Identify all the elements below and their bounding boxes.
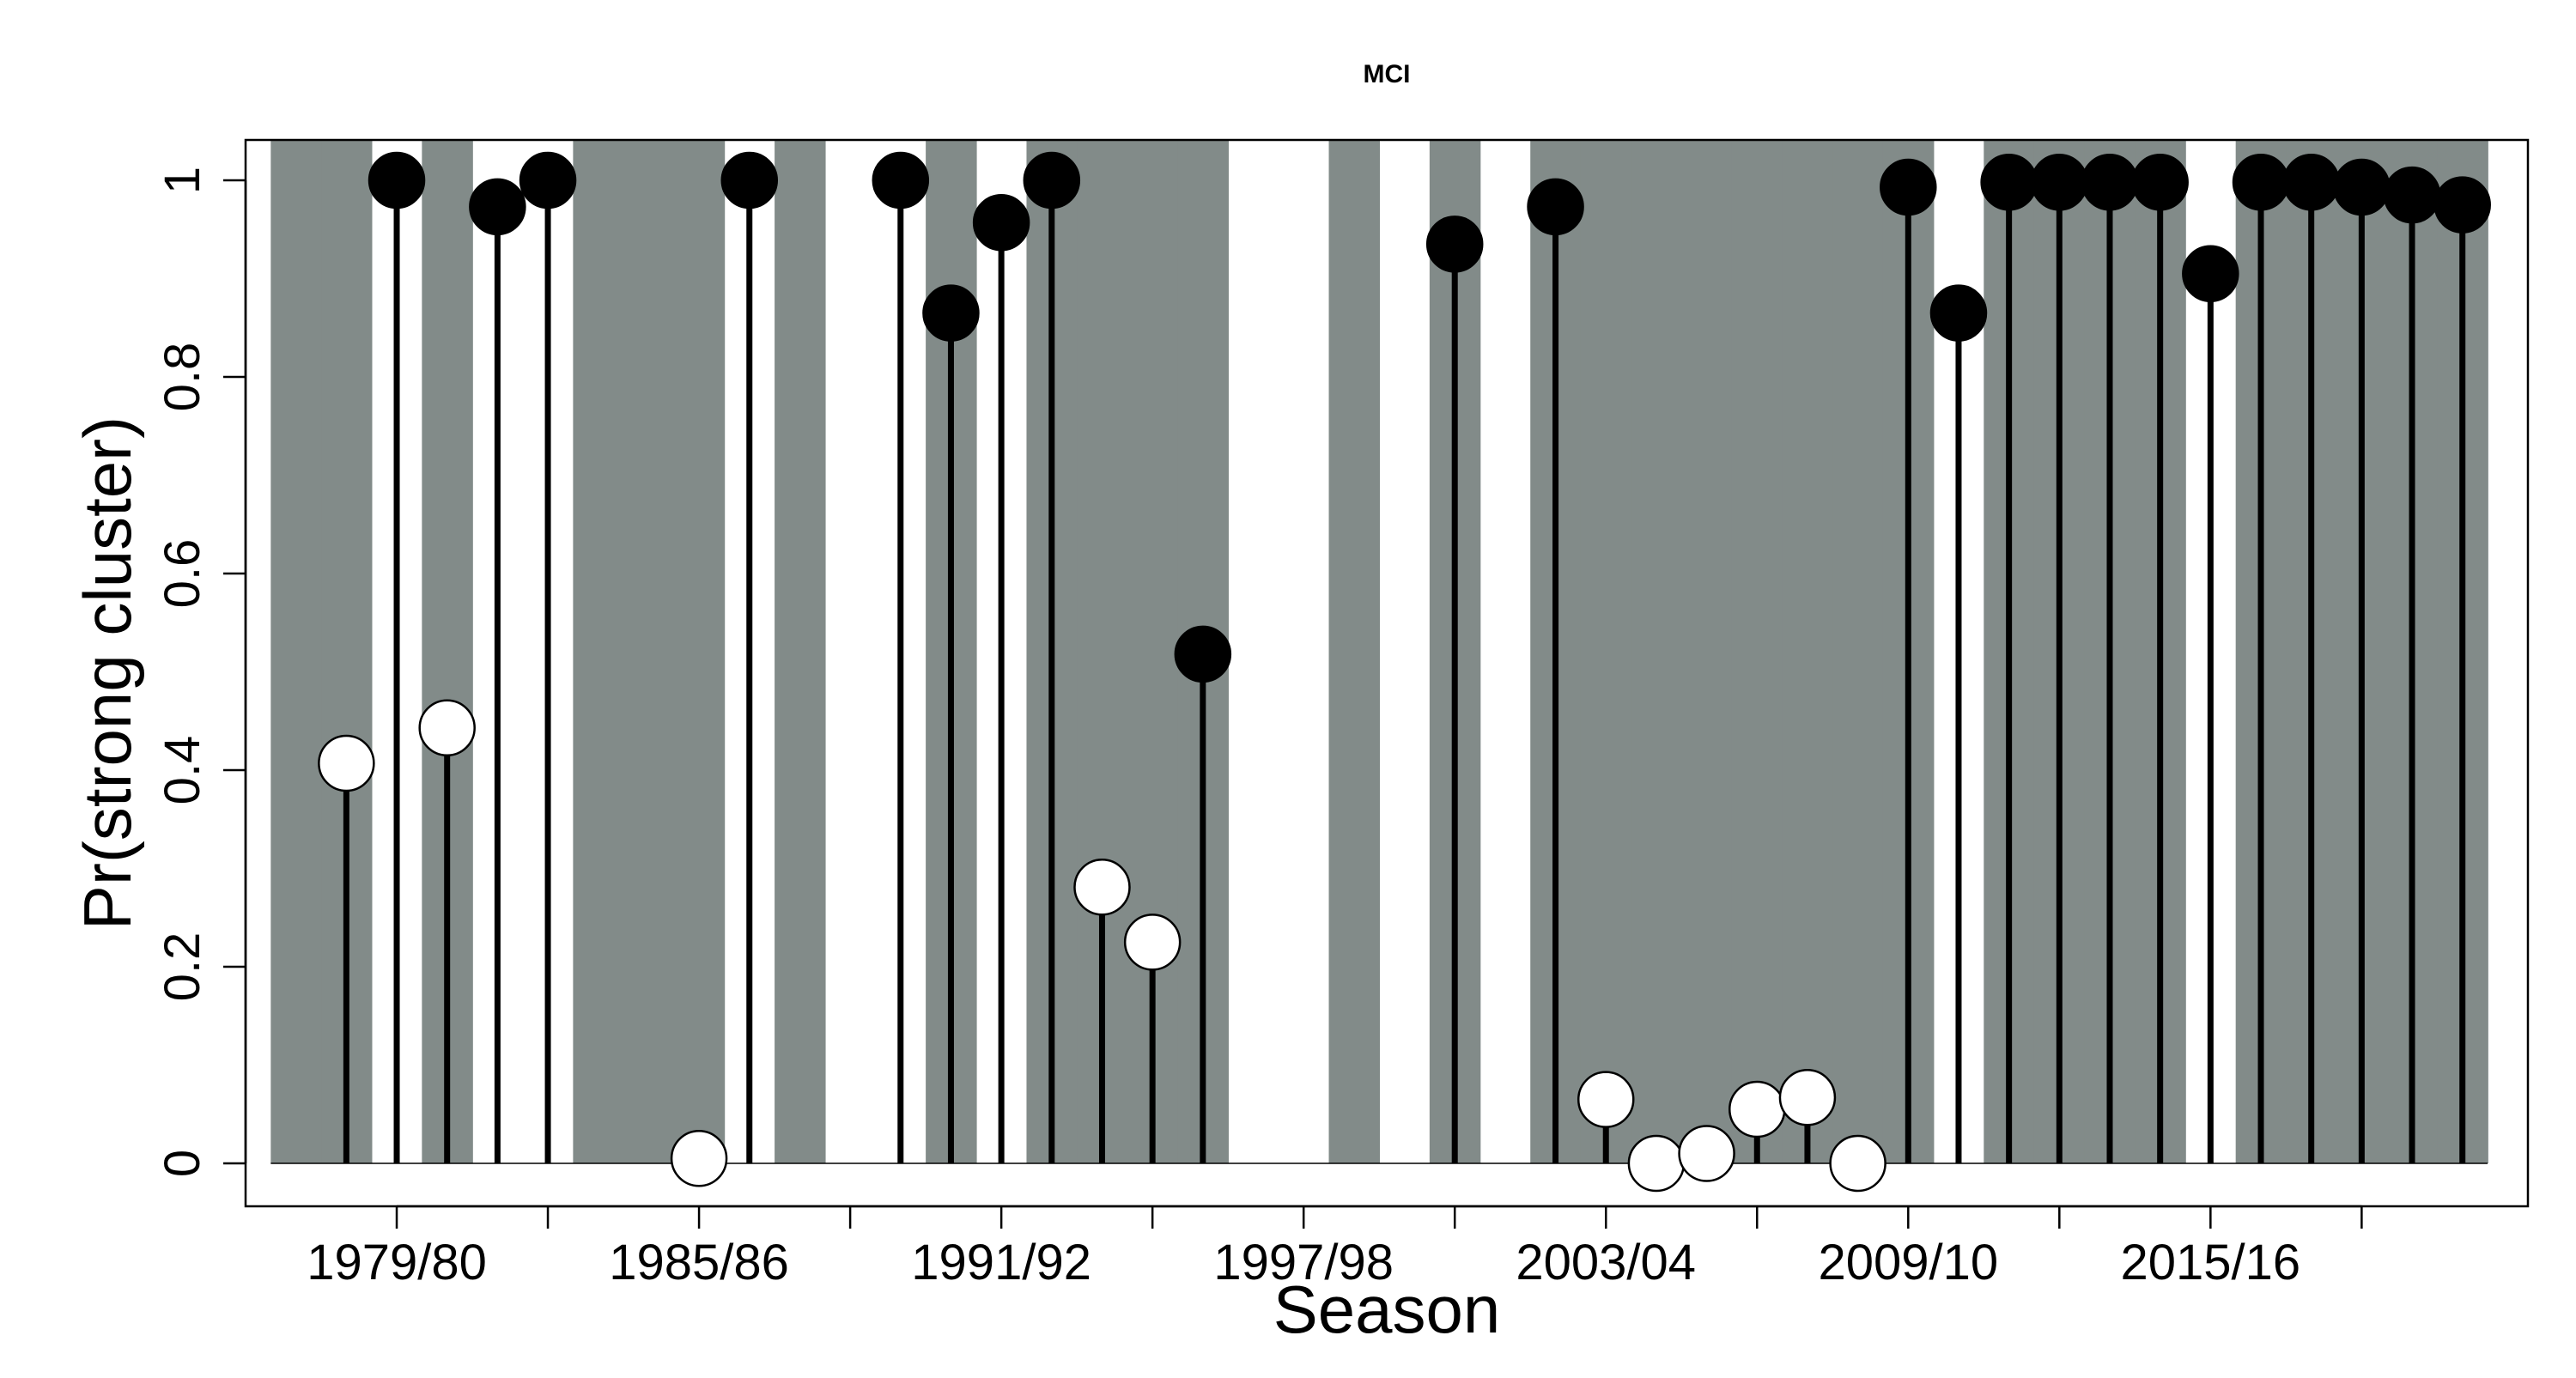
point-1986 <box>720 151 779 209</box>
y-tick-label-0.6: 0.6 <box>155 539 210 609</box>
point-2002 <box>1527 178 1584 236</box>
x-tick-label-2003: 2003/04 <box>1516 1235 1696 1290</box>
shade-band-2005 <box>1681 141 1733 1163</box>
point-2003 <box>1577 1071 1635 1128</box>
point-1994 <box>1123 914 1182 971</box>
point-1980 <box>418 699 476 757</box>
point-2016 <box>2232 154 2290 211</box>
shaded-season-bands <box>270 141 2488 1164</box>
x-axis: 1979/80 1985/86 1991/92 1997/98 2003/04 2009/… <box>307 1205 2363 1290</box>
shade-band-1984 <box>623 141 675 1163</box>
point-1981 <box>469 178 526 236</box>
x-tick-label-1979: 1979/80 <box>307 1235 487 1290</box>
point-1991 <box>972 193 1030 252</box>
point-2007 <box>1778 1069 1837 1126</box>
y-tick-label-0.8: 0.8 <box>155 343 210 412</box>
point-1990 <box>922 284 980 342</box>
x-tick-label-2015: 2015/16 <box>2121 1235 2301 1290</box>
point-2010 <box>1929 284 1988 342</box>
point-2008 <box>1829 1134 1886 1193</box>
point-2011 <box>1980 154 2038 211</box>
points <box>318 151 2491 1193</box>
x-tick-label-1985: 1985/86 <box>609 1235 789 1290</box>
y-axis: 0 0.2 0.4 0.6 0.8 1 <box>155 167 247 1177</box>
y-tick-label-0.4: 0.4 <box>155 736 210 805</box>
point-1995 <box>1174 625 1232 683</box>
point-1985 <box>670 1130 728 1187</box>
point-2006 <box>1728 1080 1786 1138</box>
y-tick-label-0: 0 <box>155 1150 210 1177</box>
point-2005 <box>1678 1125 1735 1182</box>
point-2019 <box>2383 166 2441 224</box>
point-2020 <box>2433 176 2491 234</box>
point-2000 <box>1425 216 1484 273</box>
point-2013 <box>2081 154 2139 211</box>
stems <box>343 180 2466 1163</box>
point-2014 <box>2131 154 2189 211</box>
chart-title: MCI <box>1364 60 1411 88</box>
point-1993 <box>1073 859 1131 916</box>
point-2012 <box>2031 154 2088 211</box>
shade-band-1983 <box>573 141 624 1163</box>
shade-band-2004 <box>1631 141 1683 1163</box>
shade-band-1985 <box>673 141 726 1163</box>
shade-band-2007 <box>1782 141 1834 1163</box>
x-axis-title: Season <box>1273 1272 1501 1347</box>
x-tick-label-2009: 2009/10 <box>1818 1235 1998 1290</box>
point-1992 <box>1023 151 1081 209</box>
y-axis-title: Pr(strong cluster) <box>70 416 145 930</box>
point-2018 <box>2333 158 2391 216</box>
point-1978 <box>318 734 375 792</box>
point-2015 <box>2182 245 2239 303</box>
shade-band-1977 <box>270 141 322 1163</box>
point-1989 <box>872 151 930 209</box>
point-2004 <box>1627 1134 1686 1193</box>
shade-band-2003 <box>1580 141 1632 1163</box>
x-tick-label-1991: 1991/92 <box>911 1235 1091 1290</box>
point-2009 <box>1880 158 1937 216</box>
y-tick-label-1: 1 <box>155 167 210 194</box>
point-1979 <box>368 151 426 209</box>
shade-band-2006 <box>1731 141 1783 1163</box>
shade-band-1987 <box>775 141 826 1163</box>
y-tick-label-0.2: 0.2 <box>155 932 210 1002</box>
point-2017 <box>2282 154 2340 211</box>
x-tick-label-1997: 1997/98 <box>1213 1235 1394 1290</box>
shade-band-2008 <box>1832 141 1884 1163</box>
shade-band-1998 <box>1328 141 1380 1163</box>
point-1982 <box>519 151 577 209</box>
